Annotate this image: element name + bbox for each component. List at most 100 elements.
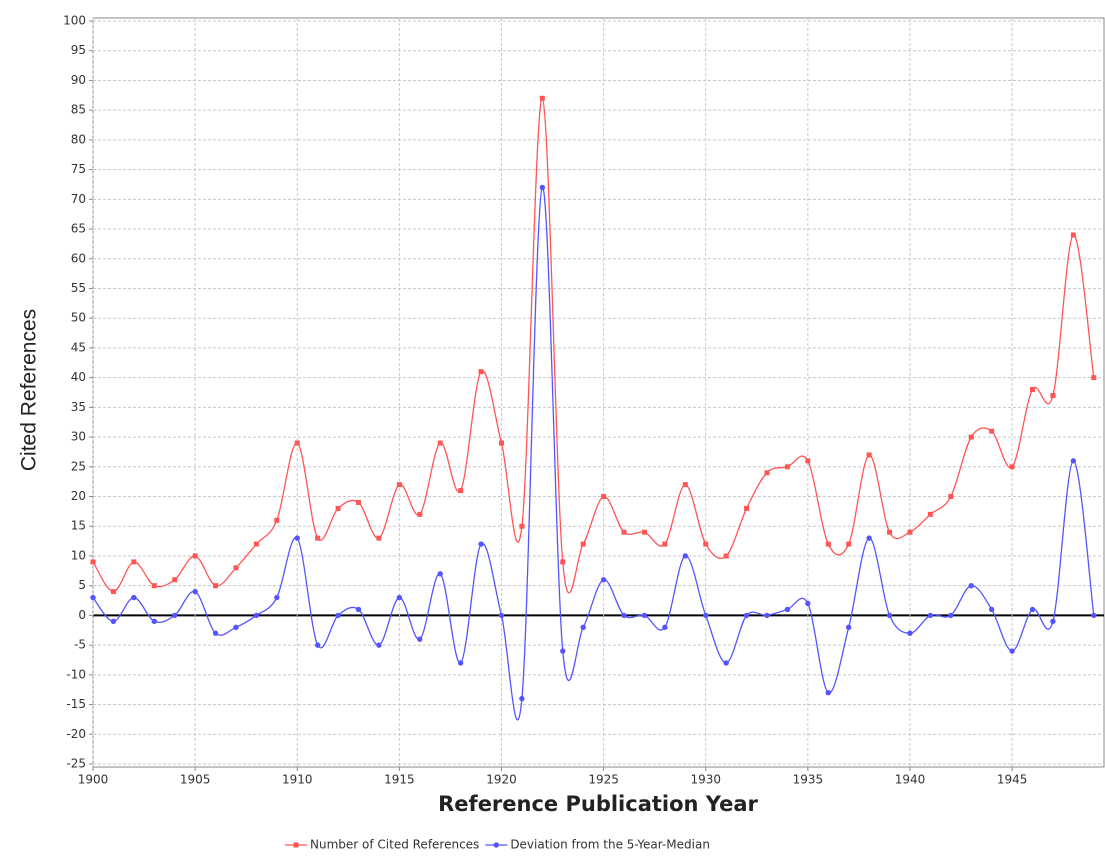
point — [396, 594, 403, 601]
y-tick-label: 100 — [63, 14, 86, 28]
point — [1050, 618, 1056, 625]
point — [927, 612, 934, 619]
point — [744, 505, 750, 511]
x-tick-label: 1905 — [180, 773, 211, 787]
point — [110, 618, 117, 625]
point — [866, 535, 872, 541]
point — [825, 689, 831, 696]
point — [968, 582, 974, 589]
point — [151, 618, 157, 625]
point — [1030, 387, 1036, 393]
x-tick-label: 1915 — [384, 773, 415, 787]
y-tick-label: -10 — [66, 667, 86, 681]
point — [151, 583, 157, 589]
point — [253, 541, 259, 547]
point — [212, 630, 219, 636]
point — [519, 695, 525, 702]
point — [621, 612, 627, 619]
y-tick-label: 45 — [71, 340, 86, 354]
point — [784, 464, 790, 470]
point — [703, 541, 709, 547]
point — [1070, 232, 1076, 238]
legend-label: Deviation from the 5-Year-Median — [510, 838, 710, 852]
x-tick-label: 1940 — [895, 773, 926, 787]
point — [396, 482, 402, 488]
point — [886, 612, 893, 619]
point — [171, 612, 178, 619]
point — [376, 642, 382, 648]
point — [274, 517, 280, 523]
x-tick-label: 1925 — [588, 773, 619, 787]
point — [213, 583, 219, 589]
point — [192, 588, 198, 595]
point — [458, 488, 464, 494]
point — [641, 612, 648, 619]
point — [294, 535, 300, 541]
point — [294, 440, 300, 446]
point — [417, 636, 423, 642]
point — [641, 529, 647, 535]
point — [907, 630, 913, 636]
point — [1029, 606, 1036, 613]
point — [1009, 648, 1015, 654]
point — [682, 482, 688, 488]
point — [437, 440, 443, 446]
point — [1091, 612, 1097, 619]
point — [948, 494, 954, 500]
y-tick-label: -15 — [66, 697, 86, 711]
point — [335, 612, 341, 619]
y-axis-title: Cited References — [18, 309, 41, 471]
point — [131, 594, 137, 601]
legend-item: Number of Cited References — [285, 838, 479, 852]
point — [948, 612, 954, 619]
point — [1009, 464, 1015, 470]
point — [315, 535, 321, 541]
point — [539, 95, 545, 101]
point — [1050, 392, 1056, 398]
y-tick-label: 30 — [71, 430, 86, 444]
point — [478, 541, 484, 547]
point — [703, 612, 709, 619]
point — [539, 184, 546, 191]
legend-marker — [293, 842, 299, 848]
y-tick-label: 35 — [71, 400, 86, 414]
point — [600, 577, 607, 583]
legend-label: Number of Cited References — [310, 838, 479, 852]
point — [376, 535, 382, 541]
point — [887, 529, 893, 535]
plot-area — [92, 17, 1105, 768]
point — [1070, 458, 1077, 464]
legend-marker — [493, 842, 500, 848]
y-tick-label: 55 — [71, 281, 86, 295]
legend-item: Deviation from the 5-Year-Median — [485, 838, 710, 852]
y-tick-label: 25 — [71, 459, 86, 473]
point — [907, 529, 913, 535]
point — [723, 660, 729, 666]
y-tick-label: 0 — [78, 608, 86, 622]
y-tick-label: 20 — [71, 489, 86, 503]
point — [988, 606, 995, 613]
point — [601, 494, 607, 500]
point — [845, 624, 852, 630]
point — [355, 606, 362, 613]
point — [172, 577, 178, 583]
y-tick-label: 85 — [71, 103, 86, 117]
point — [805, 458, 811, 464]
point — [417, 511, 423, 517]
point — [764, 470, 770, 476]
x-tick-label: 1920 — [486, 773, 517, 787]
point — [498, 440, 504, 446]
point — [662, 541, 668, 547]
point — [784, 606, 791, 613]
y-tick-label: 50 — [71, 311, 86, 325]
y-tick-label: 5 — [78, 578, 86, 592]
point — [621, 529, 627, 535]
x-tick-label: 1945 — [997, 773, 1028, 787]
y-tick-label: 60 — [71, 251, 86, 265]
point — [560, 648, 566, 654]
point — [743, 612, 750, 619]
point — [866, 452, 872, 458]
point — [314, 642, 321, 648]
point — [805, 600, 811, 607]
